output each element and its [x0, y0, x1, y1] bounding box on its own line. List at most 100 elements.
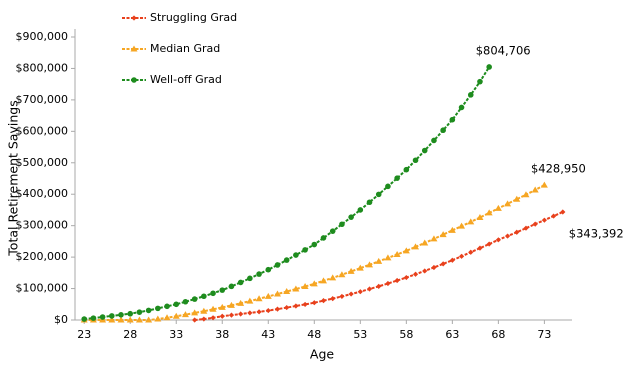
- data-point: [458, 253, 465, 259]
- data-point: [357, 289, 363, 295]
- data-point: [310, 280, 318, 287]
- data-point: [476, 213, 484, 220]
- data-point: [431, 264, 437, 271]
- data-point: [486, 241, 492, 247]
- data-point: [458, 104, 465, 111]
- data-point: [329, 228, 336, 234]
- y-tick-label: $400,000: [16, 187, 69, 200]
- data-point: [108, 316, 116, 323]
- data-point: [302, 301, 308, 308]
- x-tick-label: 73: [537, 328, 551, 341]
- data-point: [477, 245, 483, 251]
- y-tick-label: $100,000: [16, 282, 69, 295]
- data-point: [514, 229, 520, 235]
- data-point: [430, 235, 438, 242]
- y-tick-label: $300,000: [16, 219, 69, 232]
- data-point: [256, 309, 262, 315]
- data-point: [329, 274, 337, 281]
- data-point: [421, 147, 428, 154]
- data-point: [449, 116, 456, 123]
- data-point: [302, 247, 308, 253]
- legend-marker: [130, 45, 138, 52]
- data-point: [504, 233, 511, 239]
- data-point: [210, 290, 216, 297]
- data-point: [274, 306, 281, 312]
- data-point: [311, 241, 318, 248]
- data-point: [227, 301, 235, 308]
- data-point: [135, 316, 143, 323]
- data-point: [366, 261, 374, 268]
- data-point: [504, 200, 512, 207]
- data-point: [293, 303, 299, 309]
- data-point: [366, 286, 373, 292]
- data-point: [255, 295, 263, 302]
- data-point: [301, 283, 309, 290]
- x-tick-label: 58: [399, 328, 413, 341]
- data-point: [191, 296, 198, 302]
- data-point: [274, 262, 281, 268]
- y-tick-label: $600,000: [16, 124, 69, 137]
- data-point: [173, 301, 180, 308]
- data-point: [238, 311, 244, 317]
- data-point: [155, 305, 161, 312]
- data-point: [375, 257, 383, 264]
- data-point: [90, 315, 97, 321]
- data-point: [523, 225, 529, 231]
- data-point: [200, 307, 208, 314]
- series-line: [84, 184, 545, 321]
- data-point: [458, 222, 466, 229]
- data-point: [283, 288, 291, 295]
- data-point: [228, 283, 235, 290]
- x-tick-label: 33: [169, 328, 183, 341]
- data-point: [440, 261, 446, 267]
- data-point: [284, 304, 290, 311]
- data-point: [366, 199, 373, 206]
- annotation: $428,950: [531, 162, 586, 176]
- data-point: [494, 204, 502, 211]
- data-point: [210, 315, 216, 321]
- data-point: [421, 239, 429, 246]
- data-point: [320, 298, 327, 304]
- data-point: [338, 271, 346, 278]
- data-point: [145, 307, 152, 314]
- data-point: [117, 316, 125, 323]
- data-point: [145, 316, 153, 323]
- x-tick-label: 23: [77, 328, 91, 341]
- data-point: [246, 297, 254, 304]
- y-tick-label: $900,000: [16, 30, 69, 43]
- data-point: [560, 209, 566, 215]
- data-point: [393, 250, 401, 257]
- legend-label: Median Grad: [150, 42, 220, 55]
- y-tick-label: $800,000: [16, 61, 69, 74]
- data-point: [330, 296, 336, 302]
- data-point: [127, 310, 134, 317]
- legend-label: Well-off Grad: [150, 73, 222, 86]
- x-tick-label: 48: [307, 328, 321, 341]
- data-point: [385, 280, 391, 287]
- data-point: [402, 247, 410, 254]
- data-point: [448, 226, 456, 233]
- legend-label: Struggling Grad: [150, 11, 237, 24]
- y-tick-label: $500,000: [16, 156, 69, 169]
- data-point: [192, 317, 198, 323]
- data-point: [320, 235, 327, 241]
- data-point: [163, 314, 171, 321]
- data-point: [209, 305, 217, 312]
- data-point: [422, 268, 428, 274]
- data-point: [218, 303, 226, 310]
- data-point: [182, 298, 189, 305]
- data-point: [247, 275, 253, 282]
- y-axis-title: Total Retirement Savings: [6, 100, 21, 256]
- data-point: [256, 271, 262, 277]
- data-point: [191, 309, 199, 316]
- data-point: [375, 191, 382, 198]
- data-point: [540, 181, 548, 188]
- data-point: [384, 254, 392, 261]
- data-point: [126, 316, 134, 323]
- annotation: $343,392: [569, 227, 624, 241]
- data-point: [449, 257, 455, 263]
- data-point: [439, 231, 447, 238]
- data-point: [531, 186, 539, 193]
- data-point: [532, 221, 538, 227]
